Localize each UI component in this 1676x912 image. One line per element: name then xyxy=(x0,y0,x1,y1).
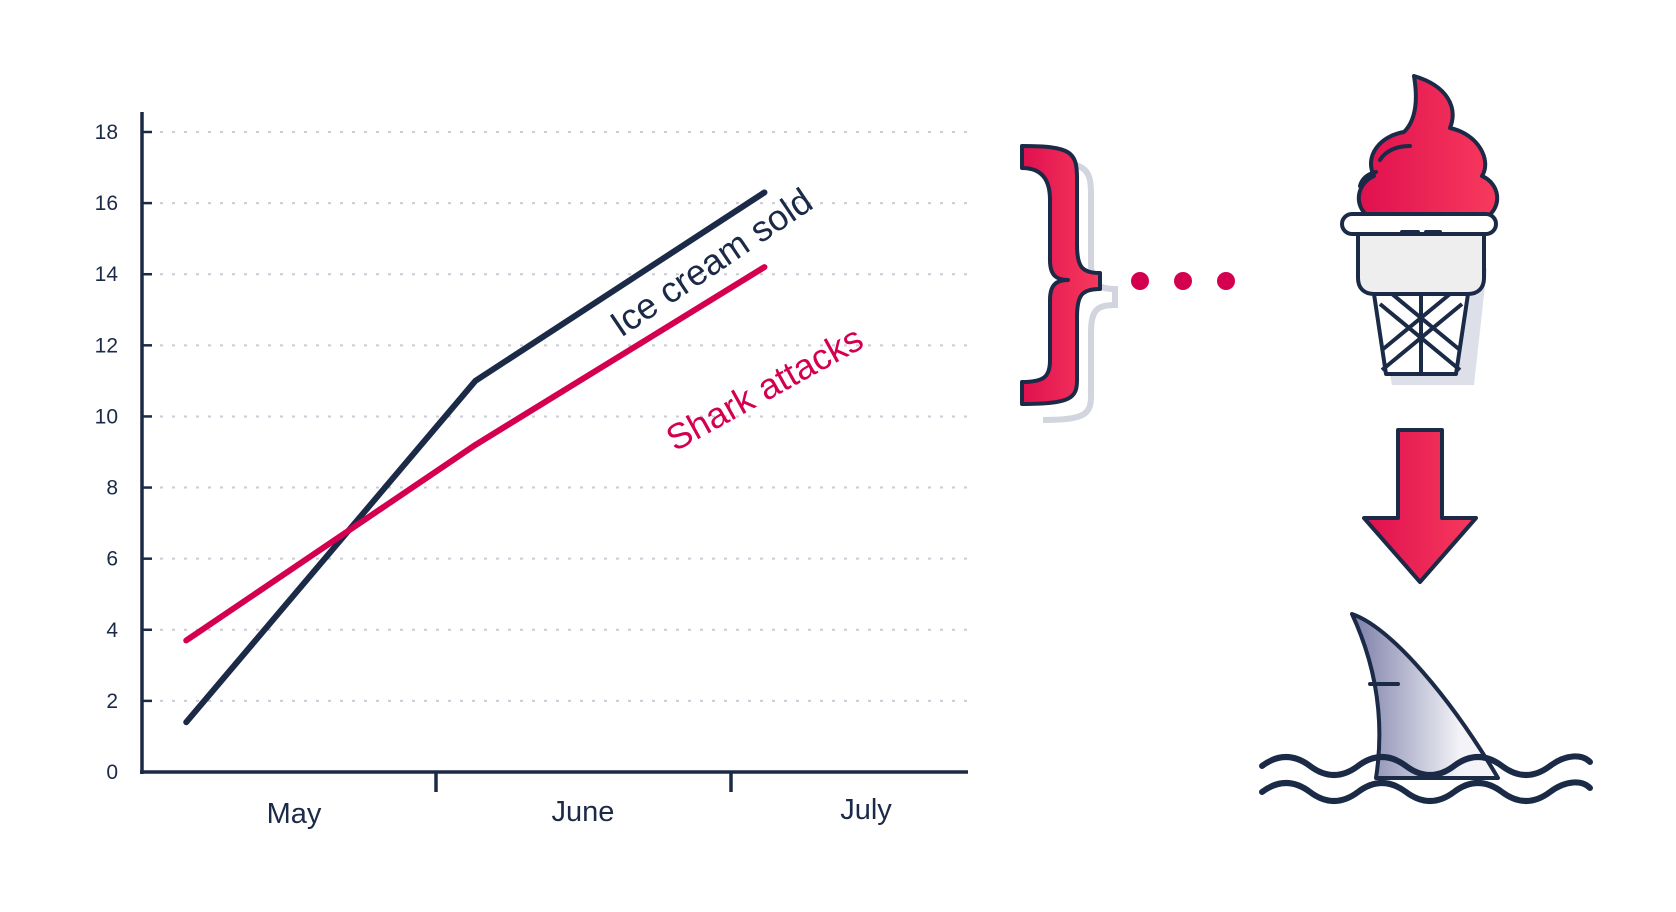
series-line-ice-cream-sold xyxy=(183,189,768,726)
series-label-ice-cream: Ice cream sold xyxy=(603,180,820,345)
y-tick-label-12: 12 xyxy=(95,334,118,357)
waves-icon xyxy=(1259,753,1593,804)
series-lines xyxy=(183,189,768,726)
x-label-may: May xyxy=(267,798,322,830)
y-axis-ticks: 0 2 4 6 8 10 12 14 16 18 xyxy=(95,121,152,784)
grid-lines xyxy=(160,131,968,702)
y-tick-label-18: 18 xyxy=(95,121,118,144)
y-tick-label-10: 10 xyxy=(95,405,118,428)
line-chart: 0 2 4 6 8 10 12 14 16 18 May June July Ice cream … xyxy=(95,112,968,830)
y-tick-label-2: 2 xyxy=(106,690,118,713)
y-tick-label-14: 14 xyxy=(95,263,119,286)
y-tick-label-6: 6 xyxy=(106,548,118,571)
curly-brace-icon xyxy=(1020,144,1118,423)
series-label-shark-attacks: Shark attacks xyxy=(659,317,870,459)
series-line-shark-attacks xyxy=(183,264,768,644)
y-tick-label-4: 4 xyxy=(106,619,118,642)
x-label-june: June xyxy=(552,796,615,828)
y-tick-label-0: 0 xyxy=(106,761,118,784)
y-tick-label-8: 8 xyxy=(106,477,118,500)
x-label-july: July xyxy=(840,794,892,826)
shark-fin-icon xyxy=(1350,612,1500,780)
ellipsis-dots xyxy=(1131,272,1235,290)
y-tick-label-16: 16 xyxy=(95,192,118,215)
down-arrow-icon xyxy=(1362,428,1478,584)
ice-cream-cone-icon xyxy=(1340,74,1499,385)
